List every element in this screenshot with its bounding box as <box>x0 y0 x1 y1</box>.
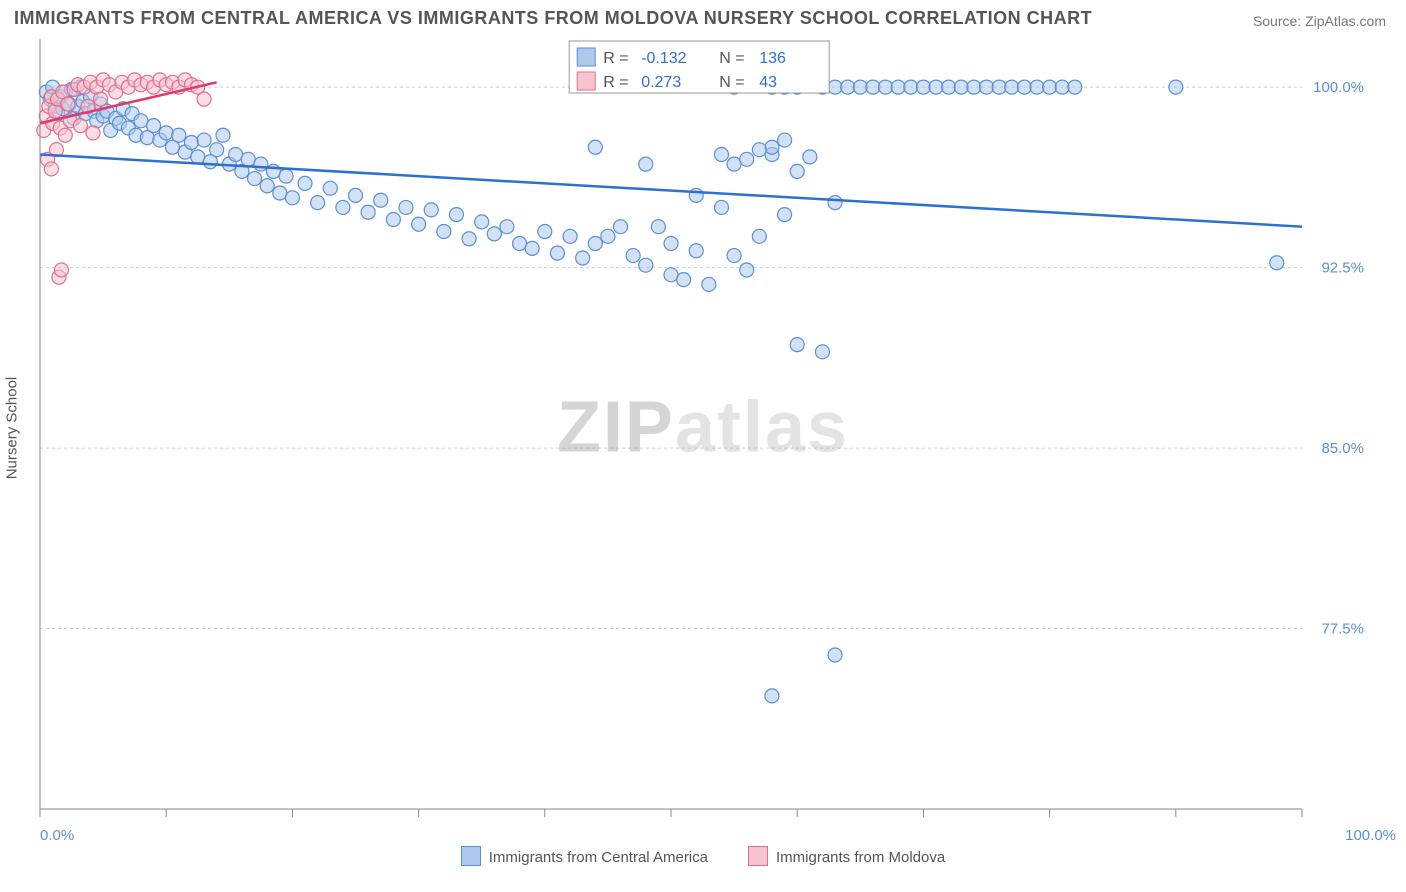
svg-text:100.0%: 100.0% <box>1313 79 1364 96</box>
svg-text:136: 136 <box>759 50 786 67</box>
svg-text:85.0%: 85.0% <box>1321 440 1364 457</box>
svg-text:N =: N = <box>719 50 744 67</box>
legend-swatch-icon <box>748 846 768 866</box>
svg-text:-0.132: -0.132 <box>641 50 686 67</box>
svg-text:N =: N = <box>719 74 744 91</box>
chart-title: IMMIGRANTS FROM CENTRAL AMERICA VS IMMIG… <box>14 8 1092 29</box>
bottom-legend: Immigrants from Central America Immigran… <box>0 846 1406 866</box>
y-axis-label: Nursery School <box>4 377 21 480</box>
svg-text:43: 43 <box>759 74 777 91</box>
scatter-chart: 100.0% 92.5% 85.0% 77.5% ZIPatlas R = -0.132 N … <box>34 33 1372 823</box>
svg-text:0.273: 0.273 <box>641 74 681 91</box>
x-axis-min-label: 0.0% <box>40 827 74 844</box>
svg-text:R =: R = <box>603 50 628 67</box>
legend-item-moldova: Immigrants from Moldova <box>748 846 945 866</box>
svg-text:77.5%: 77.5% <box>1321 621 1364 638</box>
legend-item-central-america: Immigrants from Central America <box>461 846 708 866</box>
svg-text:R =: R = <box>603 74 628 91</box>
source-link[interactable]: ZipAtlas.com <box>1305 13 1386 29</box>
svg-text:ZIPatlas: ZIPatlas <box>557 388 849 468</box>
x-axis-max-label: 100.0% <box>1345 827 1396 844</box>
source-label: Source: ZipAtlas.com <box>1253 13 1386 29</box>
legend-swatch-icon <box>461 846 481 866</box>
svg-text:92.5%: 92.5% <box>1321 260 1364 277</box>
